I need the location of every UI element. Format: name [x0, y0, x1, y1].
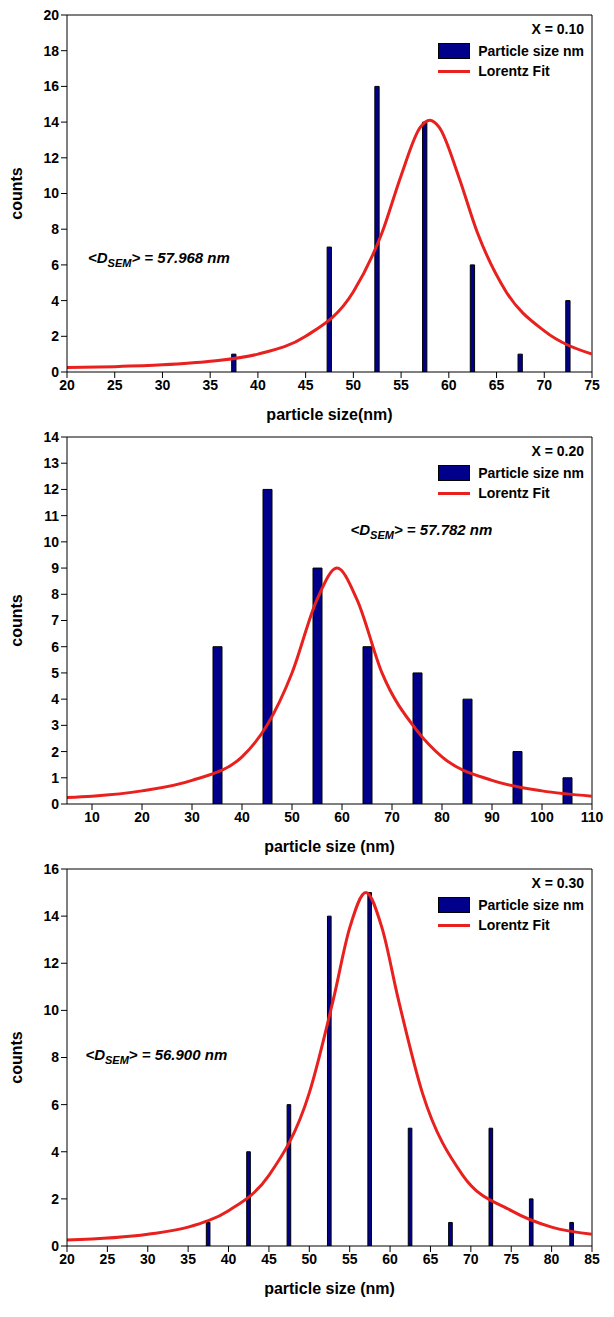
html-text:X = 0.30: X = 0.30 [531, 875, 584, 891]
svg-text:25: 25 [100, 1251, 116, 1267]
svg-text:65: 65 [423, 1251, 439, 1267]
html-text:Lorentz Fit: Lorentz Fit [478, 485, 550, 501]
svg-text:14: 14 [43, 114, 59, 130]
svg-text:10: 10 [43, 185, 59, 201]
svg-text:35: 35 [202, 377, 218, 393]
svg-text:8: 8 [51, 586, 59, 602]
svg-text:60: 60 [441, 377, 457, 393]
svg-text:20: 20 [59, 377, 75, 393]
svg-text:6: 6 [51, 639, 59, 655]
svg-text:75: 75 [584, 377, 600, 393]
svg-text:100: 100 [530, 809, 554, 825]
svg-text:2: 2 [51, 744, 59, 760]
svg-text:70: 70 [536, 377, 552, 393]
svg-text:1: 1 [51, 770, 59, 786]
svg-text:counts: counts [8, 167, 25, 220]
svg-text:18: 18 [43, 43, 59, 59]
svg-text:counts: counts [8, 594, 25, 647]
svg-text:75: 75 [503, 1251, 519, 1267]
html-text:Particle size nm: Particle size nm [478, 897, 584, 913]
svg-text:9: 9 [51, 560, 59, 576]
svg-text:80: 80 [544, 1251, 560, 1267]
svg-text:12: 12 [43, 481, 59, 497]
svg-text:16: 16 [43, 861, 59, 877]
svg-text:45: 45 [261, 1251, 277, 1267]
html-text:Particle size nm: Particle size nm [478, 43, 584, 59]
svg-text:10: 10 [43, 1002, 59, 1018]
svg-text:6: 6 [51, 257, 59, 273]
html-text:X = 0.10: X = 0.10 [531, 21, 584, 37]
svg-text:35: 35 [180, 1251, 196, 1267]
svg-text:13: 13 [43, 455, 59, 471]
svg-text:0: 0 [51, 796, 59, 812]
html-text:<DSEM> = 57.782 nm: <DSEM> = 57.782 nm [350, 521, 493, 542]
svg-text:5: 5 [51, 665, 59, 681]
svg-text:8: 8 [51, 1049, 59, 1065]
svg-text:2: 2 [51, 328, 59, 344]
svg-text:45: 45 [298, 377, 314, 393]
svg-text:40: 40 [250, 377, 266, 393]
svg-text:0: 0 [51, 1238, 59, 1254]
svg-text:70: 70 [384, 809, 400, 825]
svg-text:12: 12 [43, 150, 59, 166]
svg-text:3: 3 [51, 717, 59, 733]
svg-text:20: 20 [134, 809, 150, 825]
svg-text:16: 16 [43, 78, 59, 94]
svg-text:12: 12 [43, 955, 59, 971]
svg-text:particle size(nm): particle size(nm) [266, 406, 392, 423]
svg-text:40: 40 [221, 1251, 237, 1267]
html-text:Particle size nm: Particle size nm [478, 465, 584, 481]
svg-text:40: 40 [234, 809, 250, 825]
svg-text:85: 85 [584, 1251, 600, 1267]
svg-text:0: 0 [51, 364, 59, 380]
svg-text:14: 14 [43, 429, 59, 445]
html-text:X = 0.20: X = 0.20 [531, 443, 584, 459]
svg-text:50: 50 [302, 1251, 318, 1267]
svg-text:90: 90 [484, 809, 500, 825]
svg-text:particle size (nm): particle size (nm) [264, 838, 395, 855]
svg-text:20: 20 [59, 1251, 75, 1267]
svg-text:25: 25 [107, 377, 123, 393]
svg-text:70: 70 [463, 1251, 479, 1267]
svg-text:4: 4 [51, 293, 59, 309]
svg-text:30: 30 [140, 1251, 156, 1267]
svg-text:14: 14 [43, 908, 59, 924]
svg-text:60: 60 [334, 809, 350, 825]
svg-text:4: 4 [51, 1144, 59, 1160]
svg-text:counts: counts [8, 1031, 25, 1084]
svg-text:60: 60 [382, 1251, 398, 1267]
svg-text:50: 50 [284, 809, 300, 825]
html-text:Lorentz Fit: Lorentz Fit [478, 63, 550, 79]
svg-text:30: 30 [155, 377, 171, 393]
svg-text:55: 55 [393, 377, 409, 393]
svg-text:20: 20 [43, 7, 59, 23]
svg-text:2: 2 [51, 1191, 59, 1207]
svg-text:11: 11 [44, 508, 59, 524]
svg-text:55: 55 [342, 1251, 358, 1267]
svg-text:8: 8 [51, 221, 59, 237]
svg-text:6: 6 [51, 1097, 59, 1113]
svg-text:4: 4 [51, 691, 59, 707]
svg-text:7: 7 [51, 612, 59, 628]
svg-text:10: 10 [43, 534, 59, 550]
svg-text:110: 110 [581, 809, 604, 825]
svg-text:50: 50 [346, 377, 362, 393]
svg-text:particle size (nm): particle size (nm) [264, 1280, 395, 1297]
html-text:<DSEM> = 57.968 nm: <DSEM> = 57.968 nm [88, 248, 230, 269]
html-text:Lorentz Fit: Lorentz Fit [478, 917, 550, 933]
svg-text:80: 80 [434, 809, 450, 825]
svg-text:65: 65 [489, 377, 505, 393]
svg-text:10: 10 [84, 809, 100, 825]
svg-text:30: 30 [184, 809, 200, 825]
html-text:<DSEM> = 56.900 nm: <DSEM> = 56.900 nm [85, 1046, 228, 1067]
